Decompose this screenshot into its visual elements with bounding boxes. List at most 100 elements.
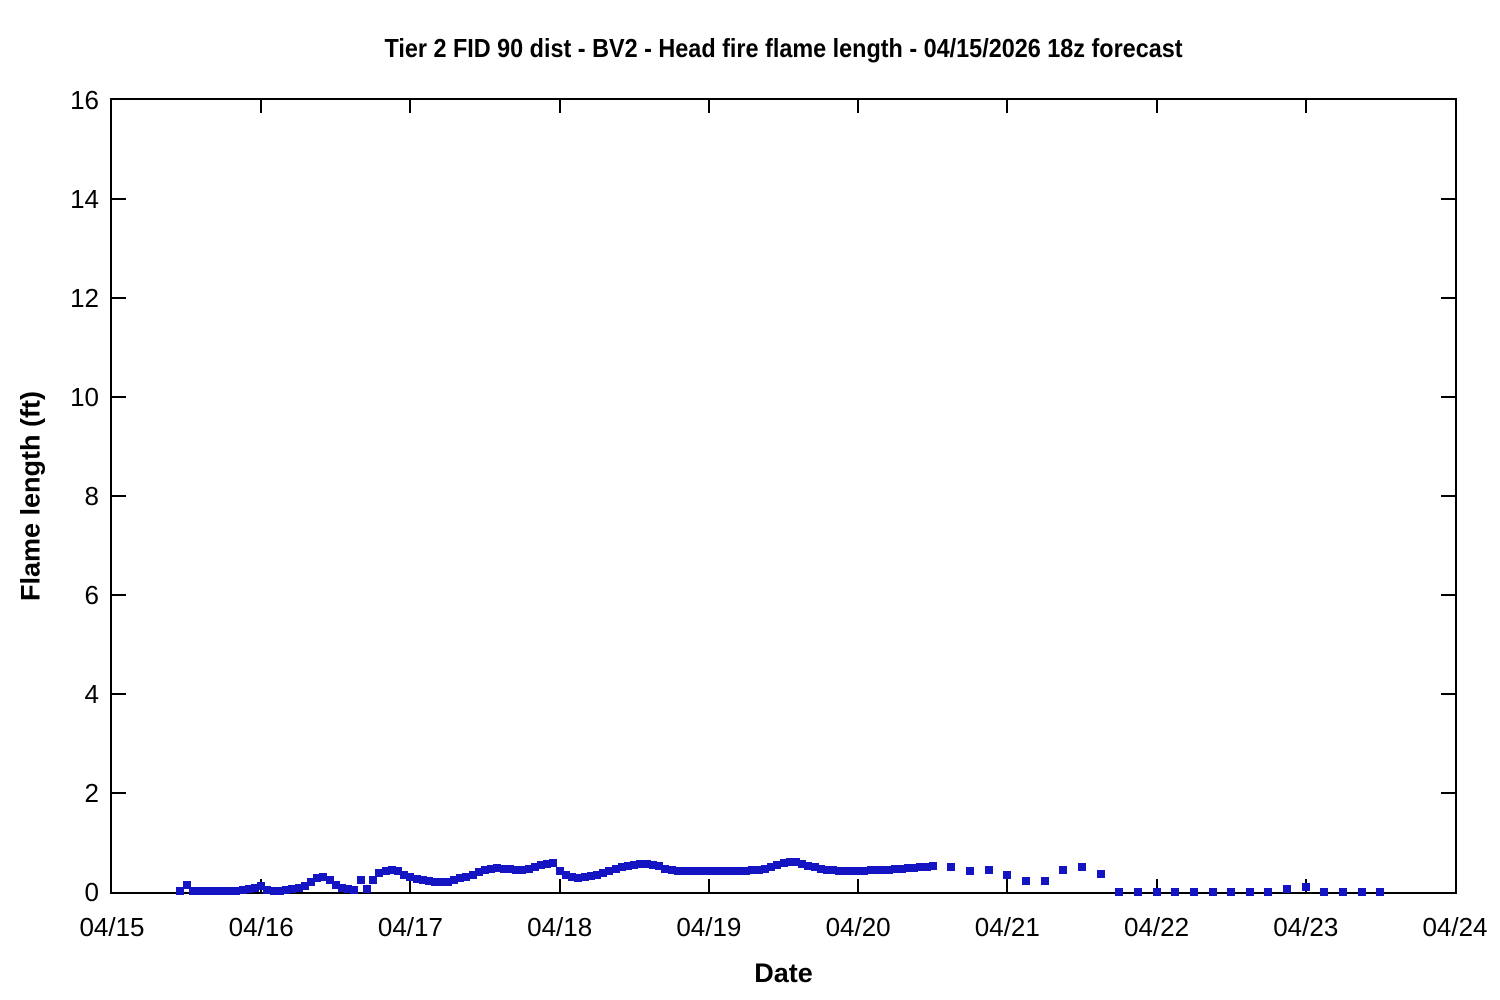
data-point [617,863,626,872]
data-point [1208,888,1217,896]
data-point [226,887,235,895]
data-point [412,874,421,883]
data-point [282,885,291,894]
data-point [586,872,595,881]
data-point [829,866,838,875]
data-point [574,873,583,882]
y-tick-mark [112,297,126,299]
y-tick-mark [112,396,126,398]
data-point [891,865,900,874]
y-tick-mark [112,693,126,695]
x-tick-mark [1006,100,1009,113]
data-point [854,866,863,875]
data-point [928,862,937,871]
x-tick-label: 04/18 [527,912,593,942]
data-point [984,865,993,874]
x-tick-mark [707,879,710,892]
y-tick-mark [112,495,126,497]
data-point [418,876,427,885]
data-point [910,863,919,872]
data-point [630,860,639,869]
data-point [1376,888,1385,896]
data-point [624,861,633,870]
y-tick-label: 4 [84,679,99,709]
x-tick-mark [409,100,412,113]
data-point [1301,883,1310,892]
data-point [356,875,365,884]
data-point [481,865,490,874]
data-point [878,865,887,874]
y-tick-mark [112,792,126,794]
data-point [269,887,278,895]
y-tick-label: 14 [70,184,99,214]
data-point [462,872,471,881]
data-point [188,886,197,895]
data-point [251,884,259,893]
x-tick-label: 04/20 [825,912,891,942]
x-tick-label: 04/15 [79,912,145,942]
data-point [1040,877,1049,886]
data-point [648,860,657,869]
y-tick-mark [1441,495,1455,497]
data-point [704,866,713,875]
data-point [331,881,340,890]
data-point [1189,888,1198,896]
data-point [530,863,539,872]
y-tick-mark [112,198,126,200]
data-point [717,867,726,876]
plot-area [110,98,1457,896]
data-point [835,866,844,875]
data-point [493,864,502,873]
data-point [387,865,396,874]
data-point [555,867,564,876]
x-tick-mark [558,100,561,113]
data-point [680,866,689,875]
x-tick-label: 04/19 [676,912,742,942]
data-point [1133,888,1142,896]
data-point [816,864,825,873]
data-point [275,886,284,895]
data-point [1320,888,1329,896]
x-tick-mark [857,100,860,113]
data-point [947,863,956,872]
data-point [512,865,521,874]
y-tick-label: 12 [70,283,99,313]
x-tick-label: 04/16 [228,912,294,942]
data-point [437,878,446,887]
data-point [543,859,552,868]
data-point [257,882,266,891]
data-point [729,867,738,876]
data-point [1003,870,1012,879]
data-point [369,875,378,884]
y-tick-mark [1441,792,1455,794]
y-tick-label: 0 [84,877,99,907]
data-point [661,864,670,873]
data-point [505,865,514,874]
data-point [711,867,720,876]
data-point [568,873,577,882]
x-tick-mark [260,100,263,113]
data-point [406,873,415,882]
data-point [524,865,533,874]
data-point [1283,885,1292,894]
data-point [207,887,216,895]
y-tick-mark [1441,297,1455,299]
data-point [785,858,794,867]
y-tick-mark [1441,693,1455,695]
data-point [916,863,925,872]
data-point [549,859,558,868]
data-point [238,886,247,895]
data-point [1171,888,1180,896]
data-point [362,885,371,894]
data-point [779,858,788,867]
data-point [872,866,881,875]
data-point [810,863,819,872]
data-point [487,864,496,873]
data-point [655,862,664,871]
data-point [219,887,228,895]
x-tick-mark [1006,879,1009,892]
data-point [518,866,527,875]
data-point [903,864,912,873]
x-tick-mark [1304,100,1307,113]
data-point [443,877,452,886]
